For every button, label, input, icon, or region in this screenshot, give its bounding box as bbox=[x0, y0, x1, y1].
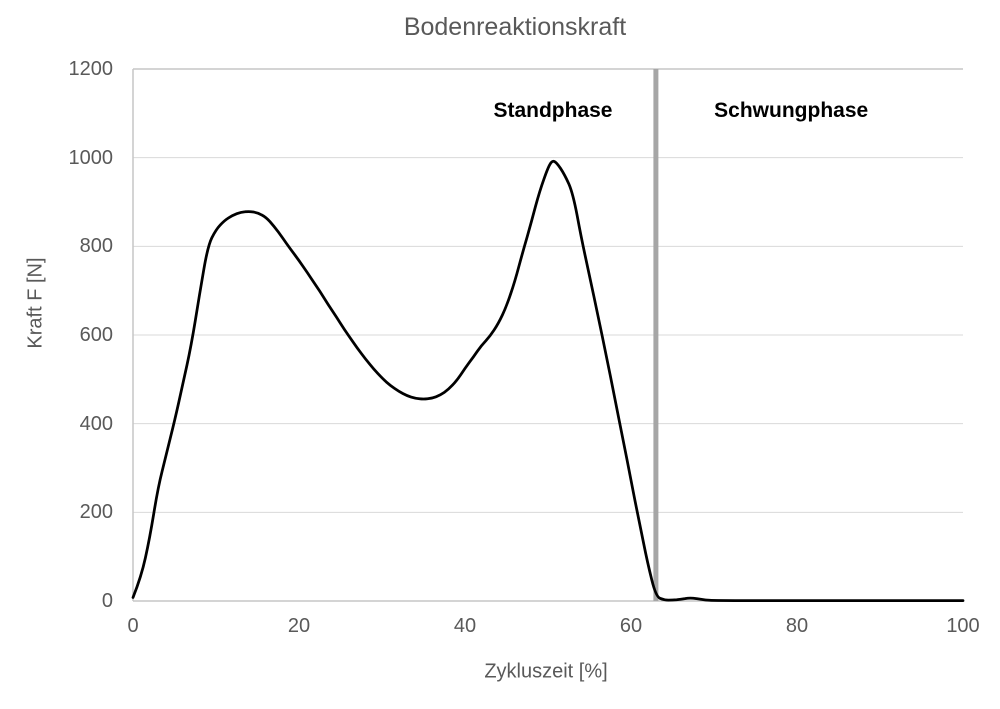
annotation-standphase: Standphase bbox=[493, 99, 613, 123]
x-tick-label: 0 bbox=[127, 615, 139, 637]
y-tick-label: 1000 bbox=[68, 146, 114, 169]
x-tick-label: 80 bbox=[785, 615, 809, 637]
x-tick-label: 60 bbox=[619, 615, 643, 637]
y-tick-label: 600 bbox=[79, 324, 113, 346]
x-axis-title: Zykluszeit [%] bbox=[484, 660, 608, 683]
y-tick-label: 800 bbox=[79, 235, 113, 258]
y-tick-label: 200 bbox=[79, 501, 113, 524]
x-tick-label: 20 bbox=[287, 615, 311, 637]
y-tick-label: 0 bbox=[101, 590, 113, 612]
force-curve bbox=[131, 159, 965, 602]
annotation-schwungphase: Schwungphase bbox=[714, 99, 869, 123]
y-tick-label: 1200 bbox=[68, 58, 114, 80]
y-tick-label: 400 bbox=[79, 412, 113, 435]
chart-title: Bodenreaktionskraft bbox=[403, 13, 627, 41]
x-tick-label: 40 bbox=[453, 615, 477, 637]
x-tick-label: 100 bbox=[946, 615, 980, 637]
